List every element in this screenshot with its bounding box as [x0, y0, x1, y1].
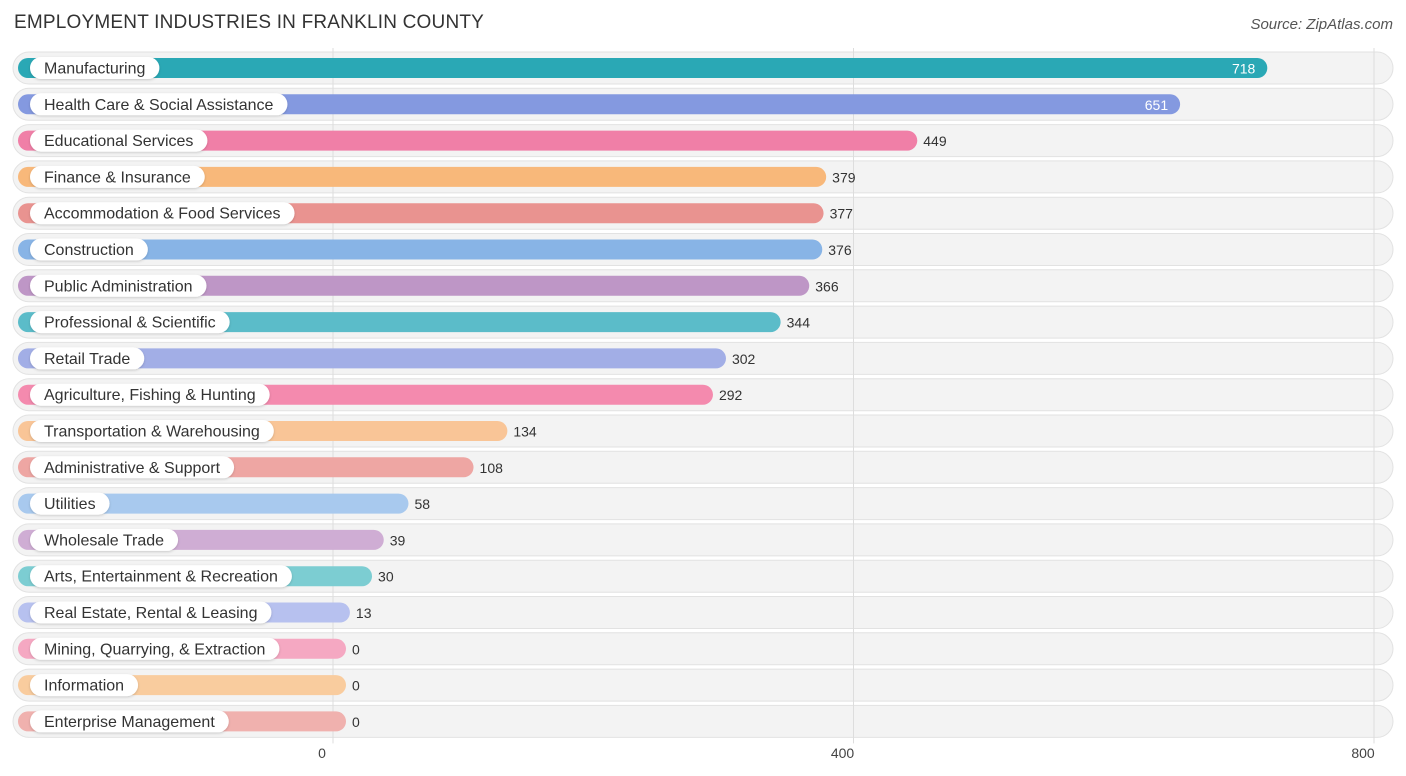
bar — [18, 348, 726, 369]
bar-track — [12, 632, 1394, 666]
category-label-pill — [30, 238, 148, 261]
bar — [18, 275, 810, 296]
chart-source: Source: ZipAtlas.com — [1250, 16, 1393, 33]
value-label: 718 — [1232, 61, 1256, 77]
category-label-group: Health Care & Social Assistance — [30, 93, 288, 116]
value-label: 377 — [830, 206, 854, 222]
category-label: Construction — [44, 242, 134, 259]
bar — [18, 130, 918, 151]
category-label: Information — [44, 678, 124, 695]
value-label: 302 — [732, 351, 756, 367]
category-label-group: Educational Services — [30, 129, 208, 152]
category-label: Retail Trade — [44, 351, 130, 368]
value-label: 651 — [1145, 97, 1169, 113]
bar — [18, 493, 409, 514]
value-label: 0 — [352, 641, 360, 657]
category-label-pill — [30, 420, 274, 442]
value-label: 30 — [378, 569, 394, 585]
category-label-pill — [30, 129, 208, 152]
category-label-pill — [30, 57, 160, 79]
category-label-group: Information — [30, 674, 139, 697]
x-tick-label: 400 — [831, 745, 855, 761]
category-label-group: Manufacturing — [30, 57, 160, 79]
category-label-pill — [30, 311, 230, 334]
bar — [18, 94, 1181, 115]
value-label: 344 — [787, 315, 811, 331]
category-label-group: Construction — [30, 238, 148, 261]
category-label-group: Retail Trade — [30, 347, 145, 370]
bar-track — [12, 596, 1394, 629]
value-label: 376 — [828, 242, 852, 258]
category-label-pill — [30, 492, 110, 515]
value-label: 366 — [815, 278, 839, 294]
value-label: 379 — [832, 169, 856, 185]
category-label-pill — [30, 165, 205, 188]
category-label-group: Wholesale Trade — [30, 528, 179, 551]
category-label-pill — [30, 347, 145, 370]
category-label-pill — [30, 383, 270, 406]
x-tick-label: 800 — [1351, 745, 1375, 761]
value-label: 292 — [719, 387, 743, 403]
category-label-pill — [30, 274, 207, 297]
category-label: Administrative & Support — [44, 460, 221, 477]
category-label-group: Public Administration — [30, 274, 207, 297]
category-label: Enterprise Management — [44, 714, 215, 731]
category-label: Manufacturing — [44, 61, 145, 78]
chart-title: EMPLOYMENT INDUSTRIES IN FRANKLIN COUNTY — [14, 12, 485, 33]
category-label-group: Utilities — [30, 492, 110, 515]
category-label-group: Arts, Entertainment & Recreation — [30, 565, 292, 588]
category-label: Professional & Scientific — [44, 315, 216, 332]
value-label: 58 — [414, 496, 430, 512]
category-label: Accommodation & Food Services — [44, 206, 281, 223]
category-label: Real Estate, Rental & Leasing — [44, 605, 257, 622]
category-label: Educational Services — [44, 133, 193, 150]
category-label-pill — [30, 637, 280, 660]
category-label-group: Professional & Scientific — [30, 311, 230, 334]
bar — [18, 58, 1268, 78]
category-label-pill — [30, 565, 292, 588]
bar — [18, 239, 823, 260]
category-label: Agriculture, Fishing & Hunting — [44, 387, 256, 404]
category-label: Public Administration — [44, 278, 193, 295]
category-label-group: Finance & Insurance — [30, 165, 205, 188]
category-label-group: Accommodation & Food Services — [30, 202, 295, 225]
bar-track — [12, 704, 1394, 738]
category-label-group: Mining, Quarrying, & Extraction — [30, 637, 280, 660]
category-label-pill — [30, 710, 229, 733]
category-label: Arts, Entertainment & Recreation — [44, 569, 278, 586]
category-label: Mining, Quarrying, & Extraction — [44, 641, 265, 658]
category-label: Transportation & Warehousing — [44, 424, 260, 441]
category-label-group: Transportation & Warehousing — [30, 420, 274, 442]
bar — [18, 166, 827, 187]
category-label-pill — [30, 202, 295, 225]
category-label-pill — [30, 601, 272, 624]
category-label-pill — [30, 674, 139, 697]
category-label: Health Care & Social Assistance — [44, 97, 274, 114]
category-label-group: Administrative & Support — [30, 456, 235, 479]
value-label: 108 — [480, 460, 504, 476]
value-label: 449 — [923, 133, 947, 149]
value-label: 13 — [356, 605, 372, 621]
x-tick-label: 0 — [318, 745, 326, 761]
value-label: 0 — [352, 678, 360, 694]
category-label-pill — [30, 93, 288, 116]
category-label: Utilities — [44, 496, 96, 513]
value-label: 0 — [352, 714, 360, 730]
category-label-group: Enterprise Management — [30, 710, 229, 733]
category-label-group: Real Estate, Rental & Leasing — [30, 601, 272, 624]
category-label: Wholesale Trade — [44, 532, 164, 549]
category-label-pill — [30, 456, 235, 479]
category-label: Finance & Insurance — [44, 169, 191, 186]
category-label-group: Agriculture, Fishing & Hunting — [30, 383, 270, 406]
category-label-pill — [30, 528, 179, 551]
value-label: 39 — [390, 532, 406, 548]
value-label: 134 — [513, 424, 537, 440]
bar-track — [12, 668, 1394, 702]
